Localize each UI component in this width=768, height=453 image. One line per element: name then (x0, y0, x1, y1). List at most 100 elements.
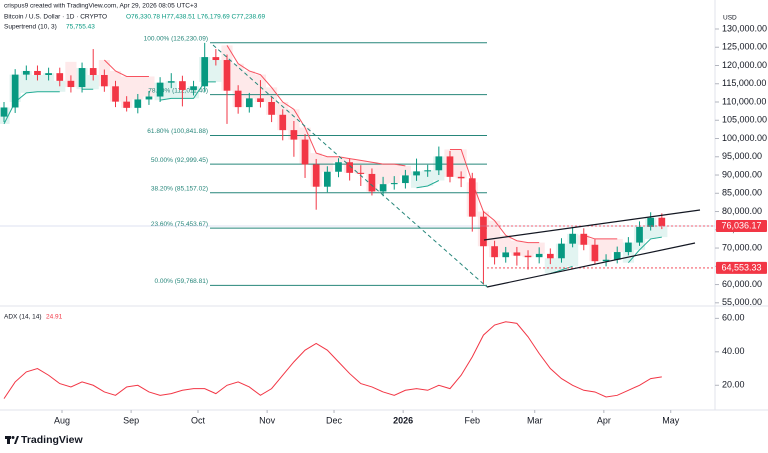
currency-label: USD (723, 15, 737, 22)
candle-body (569, 233, 576, 244)
logo-mark (7, 436, 10, 444)
supertrend-fill (165, 81, 177, 99)
supertrend-fill (656, 226, 668, 238)
y-tick-label: 70,000.00 (722, 242, 762, 252)
candle-body (636, 226, 643, 243)
candle-body (413, 171, 420, 176)
candle-body (457, 176, 465, 179)
candle-body (613, 252, 621, 260)
supertrend-fill (611, 238, 623, 253)
x-tick-label: Dec (326, 415, 343, 425)
candle-body (245, 98, 253, 108)
supertrend-fill (121, 76, 133, 108)
x-tick-label: Apr (597, 415, 611, 425)
supertrend-fill (388, 164, 400, 184)
candle-body (89, 68, 97, 75)
y-tick-label: 90,000.00 (722, 169, 762, 179)
fib-label: 100.00% (126,230.09) (144, 35, 208, 42)
fib-label: 61.80% (100,841.88) (147, 128, 208, 135)
candle-body (346, 162, 353, 173)
supertrend-fill (132, 76, 144, 100)
candle-body (379, 184, 387, 192)
supertrend-fill (544, 258, 556, 274)
candle-body (535, 253, 543, 258)
y-tick-label: 130,000.00 (722, 23, 767, 33)
y-tick-label: 105,000.00 (722, 115, 767, 125)
candle-body (179, 81, 186, 90)
x-tick-label: Nov (259, 415, 276, 425)
y-tick-label: 85,000.00 (722, 188, 762, 198)
candle-body (134, 99, 142, 108)
candle-body (468, 178, 476, 217)
supertrend-fill (377, 164, 389, 185)
candle-body (257, 98, 264, 103)
candle-body (78, 68, 86, 88)
x-tick-label: May (662, 415, 680, 425)
candle-body (323, 171, 331, 187)
y-tick-label: 100,000.00 (722, 133, 767, 143)
x-tick-label: Mar (527, 415, 543, 425)
candle-body (11, 74, 19, 108)
candle-body (390, 183, 398, 185)
y-tick-label: 40.00 (722, 346, 745, 356)
candle-body (67, 80, 75, 88)
supertrend-fill (31, 74, 44, 92)
x-tick-label: 2026 (393, 415, 413, 425)
y-tick-label: 120,000.00 (722, 60, 767, 70)
fib-label: 23.60% (75,453.67) (151, 221, 208, 228)
candle-body (101, 74, 108, 87)
candle-body (480, 216, 487, 247)
candle-body (513, 252, 521, 256)
candle-body (546, 253, 554, 259)
y-tick-label: 95,000.00 (722, 151, 762, 161)
price-label-box (716, 261, 767, 274)
supertrend-fill (87, 74, 99, 90)
candle-body (45, 73, 52, 75)
candle-body (502, 252, 510, 258)
candle-body (156, 82, 164, 97)
supertrend-fill (500, 235, 512, 253)
candle-body (312, 164, 320, 187)
supertrend-line (583, 234, 618, 240)
y-tick-label: 60.00 (722, 313, 745, 323)
wedge-upper (483, 209, 701, 241)
legend-ohlc: O76,330.78 H77,438.51 L76,179.69 C77,238… (126, 14, 266, 21)
candle-body (435, 156, 443, 171)
candle-body (234, 90, 242, 108)
wedge-lower (486, 242, 696, 288)
legend-symbol: Bitcoin / U.S. Dollar · 1D · CRYPTO (4, 14, 107, 21)
adx-line (3, 321, 662, 399)
candle-body (402, 175, 409, 184)
candle-body (201, 57, 209, 87)
candle-body (368, 173, 376, 192)
fib-label: 50.00% (92,999.45) (151, 157, 208, 164)
candle-body (167, 81, 175, 83)
x-tick-label: Feb (465, 415, 481, 425)
supertrend-fill (20, 70, 32, 93)
candle-body (357, 172, 365, 174)
candle-body (446, 156, 454, 177)
plot: Aug Sep Oct Nov Dec 2026 Feb Mar Apr May 130,000.0… (0, 23, 767, 425)
supertrend-line (416, 180, 440, 189)
candle-body (190, 86, 197, 90)
y-tick-label: 60,000.00 (722, 279, 762, 289)
adx-legend-value: 24.91 (46, 314, 63, 321)
supertrend-fill (422, 170, 434, 186)
candle-body (524, 255, 532, 258)
candle-body (424, 170, 432, 172)
fib-label: 0.00% (59,768.81) (155, 278, 208, 285)
candle-body (491, 246, 498, 258)
brand: TradingView (21, 434, 83, 446)
supertrend-fill (143, 76, 155, 97)
caption: crispus9 created with TradingView.com, A… (4, 3, 198, 10)
supertrend-line (226, 45, 406, 167)
x-tick-label: Sep (123, 415, 139, 425)
candle-body (112, 86, 119, 102)
candle-body (123, 101, 130, 108)
supertrend-fill (210, 60, 222, 82)
candle-body (301, 139, 309, 165)
fib-label: 38.20% (85,157.02) (151, 185, 208, 192)
x-tick-label: Aug (54, 415, 70, 425)
candle-body (145, 96, 153, 100)
